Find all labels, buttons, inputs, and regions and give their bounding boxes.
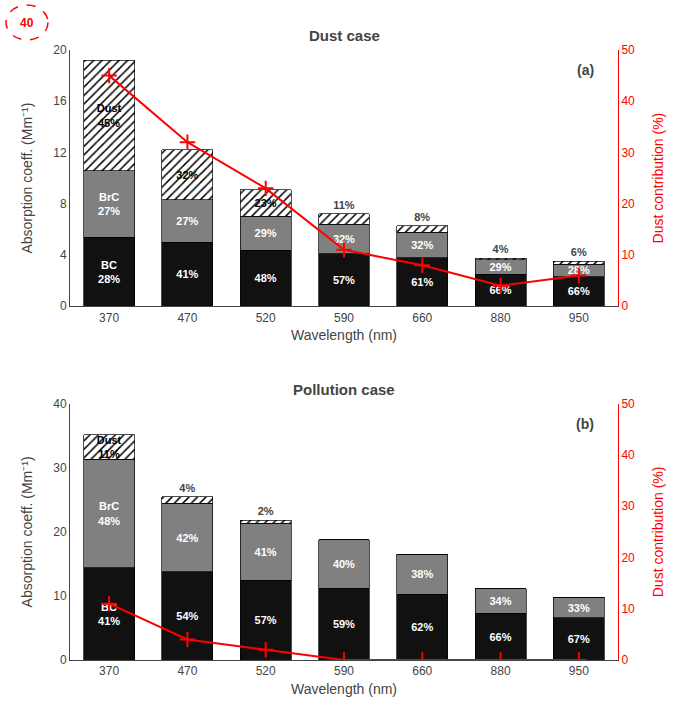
svg-text:32%: 32% xyxy=(411,239,433,251)
svg-text:BC28%: BC28% xyxy=(98,259,120,285)
svg-text:950: 950 xyxy=(569,311,589,325)
svg-text:23%: 23% xyxy=(255,197,277,209)
svg-text:33%: 33% xyxy=(568,602,590,614)
svg-text:520: 520 xyxy=(256,311,276,325)
svg-text:57%: 57% xyxy=(255,614,277,626)
svg-text:20: 20 xyxy=(53,43,67,57)
svg-text:61%: 61% xyxy=(411,276,433,288)
svg-text:880: 880 xyxy=(491,664,511,678)
svg-text:Absorption coeff. (Mm⁻¹): Absorption coeff. (Mm⁻¹) xyxy=(19,103,35,254)
svg-text:4%: 4% xyxy=(179,482,195,494)
svg-text:57%: 57% xyxy=(333,274,355,286)
svg-text:32%: 32% xyxy=(333,233,355,245)
svg-text:Wavelength (nm): Wavelength (nm) xyxy=(291,327,397,343)
svg-text:29%: 29% xyxy=(489,261,511,273)
svg-text:Absorption coeff. (Mm⁻¹): Absorption coeff. (Mm⁻¹) xyxy=(19,456,35,607)
svg-text:40: 40 xyxy=(621,448,635,462)
svg-text:660: 660 xyxy=(412,664,432,678)
svg-text:880: 880 xyxy=(491,311,511,325)
svg-text:950: 950 xyxy=(569,664,589,678)
svg-text:30: 30 xyxy=(53,461,67,475)
svg-text:40%: 40% xyxy=(333,558,355,570)
svg-text:470: 470 xyxy=(177,664,197,678)
svg-text:BrC27%: BrC27% xyxy=(98,191,120,217)
svg-text:59%: 59% xyxy=(333,618,355,630)
svg-text:Dust case: Dust case xyxy=(309,27,380,44)
svg-text:370: 370 xyxy=(99,664,119,678)
svg-text:Dust contribution (%): Dust contribution (%) xyxy=(650,467,666,598)
svg-text:40: 40 xyxy=(20,16,34,30)
svg-text:67%: 67% xyxy=(568,633,590,645)
svg-text:20: 20 xyxy=(621,197,635,211)
svg-text:40: 40 xyxy=(621,94,635,108)
svg-text:42%: 42% xyxy=(176,532,198,544)
svg-text:20: 20 xyxy=(53,525,67,539)
svg-text:66%: 66% xyxy=(568,285,590,297)
svg-text:34%: 34% xyxy=(489,595,511,607)
svg-text:(b): (b) xyxy=(576,416,594,432)
svg-text:11%: 11% xyxy=(333,199,355,211)
svg-text:41%: 41% xyxy=(255,546,277,558)
svg-text:BrC48%: BrC48% xyxy=(98,500,120,526)
svg-text:48%: 48% xyxy=(255,272,277,284)
svg-text:590: 590 xyxy=(334,311,354,325)
svg-text:660: 660 xyxy=(412,311,432,325)
svg-text:590: 590 xyxy=(334,664,354,678)
svg-text:10: 10 xyxy=(621,602,635,616)
svg-text:8%: 8% xyxy=(414,211,430,223)
svg-text:16: 16 xyxy=(53,94,67,108)
svg-text:10: 10 xyxy=(53,589,67,603)
svg-text:0: 0 xyxy=(621,653,628,667)
svg-text:41%: 41% xyxy=(176,268,198,280)
svg-text:28%: 28% xyxy=(568,264,590,276)
svg-text:50: 50 xyxy=(621,397,635,411)
svg-text:50: 50 xyxy=(621,43,635,57)
svg-text:470: 470 xyxy=(177,311,197,325)
svg-text:29%: 29% xyxy=(255,227,277,239)
svg-text:Pollution case: Pollution case xyxy=(293,381,395,398)
svg-text:0: 0 xyxy=(60,299,67,313)
svg-text:20: 20 xyxy=(621,551,635,565)
svg-text:62%: 62% xyxy=(411,621,433,633)
svg-text:27%: 27% xyxy=(176,215,198,227)
svg-text:30: 30 xyxy=(621,499,635,513)
svg-text:(a): (a) xyxy=(577,62,594,78)
svg-text:Dust45%: Dust45% xyxy=(97,102,122,128)
svg-text:0: 0 xyxy=(60,653,67,667)
svg-text:12: 12 xyxy=(53,146,67,160)
svg-text:370: 370 xyxy=(99,311,119,325)
svg-text:520: 520 xyxy=(256,664,276,678)
svg-text:Wavelength (nm): Wavelength (nm) xyxy=(291,681,397,697)
svg-text:8: 8 xyxy=(60,197,67,211)
svg-text:6%: 6% xyxy=(571,246,587,258)
svg-text:38%: 38% xyxy=(411,568,433,580)
svg-text:10: 10 xyxy=(621,248,635,262)
svg-text:32%: 32% xyxy=(176,169,198,181)
svg-text:30: 30 xyxy=(621,146,635,160)
svg-text:66%: 66% xyxy=(489,284,511,296)
svg-text:4: 4 xyxy=(60,248,67,262)
svg-text:4%: 4% xyxy=(493,243,509,255)
svg-text:2%: 2% xyxy=(258,505,274,517)
svg-text:Dust contribution (%): Dust contribution (%) xyxy=(650,113,666,244)
svg-text:40: 40 xyxy=(53,397,67,411)
svg-text:0: 0 xyxy=(621,299,628,313)
svg-text:BC41%: BC41% xyxy=(98,601,120,627)
svg-text:66%: 66% xyxy=(489,631,511,643)
svg-text:54%: 54% xyxy=(176,610,198,622)
svg-text:Dust11%: Dust11% xyxy=(97,434,122,460)
